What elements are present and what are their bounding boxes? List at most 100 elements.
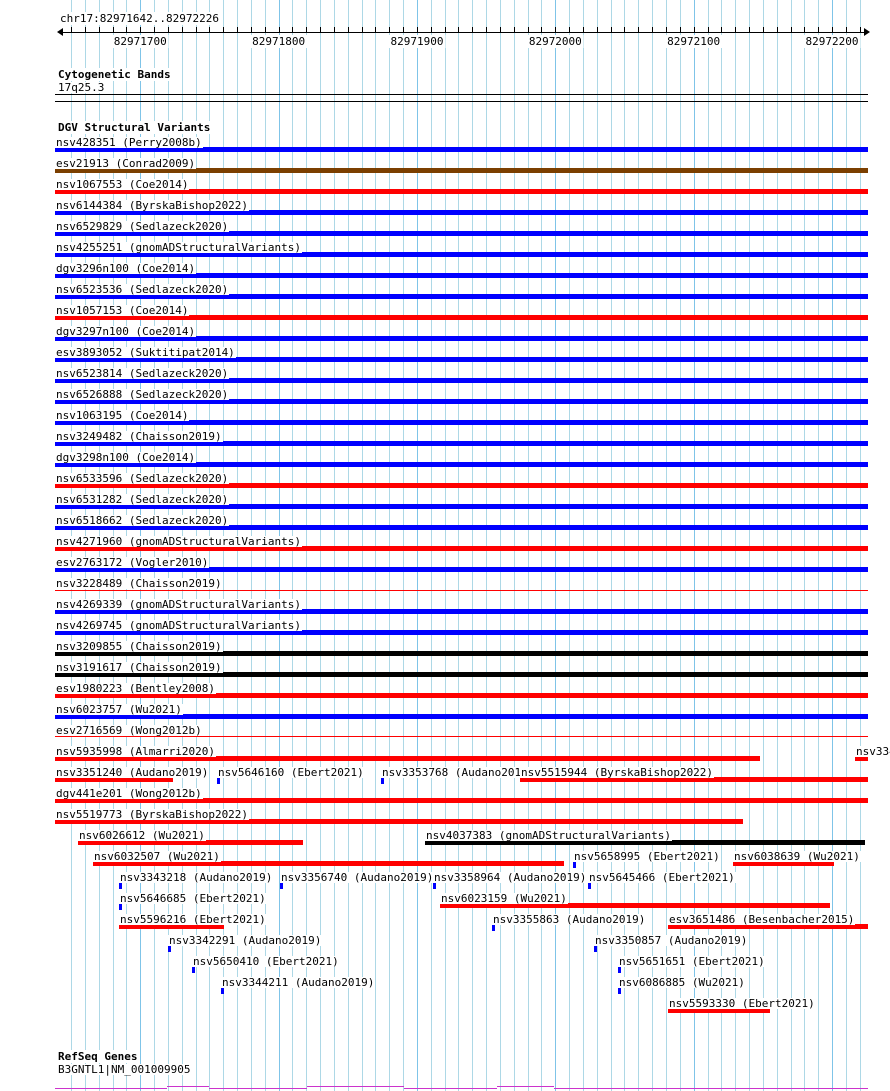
variant-bar[interactable] bbox=[55, 483, 868, 488]
variant-bar[interactable] bbox=[55, 736, 868, 737]
variant-bar[interactable] bbox=[55, 399, 868, 404]
variant-label[interactable]: nsv6086885 (Wu2021) bbox=[618, 976, 746, 989]
variant-label[interactable]: nsv5593330 (Ebert2021) bbox=[668, 997, 816, 1010]
variant-label[interactable]: nsv6023159 (Wu2021) bbox=[440, 892, 568, 905]
variant-bar[interactable] bbox=[618, 965, 621, 973]
variant-label[interactable]: nsv3353768 (Audano2019) bbox=[381, 766, 536, 779]
variant-label[interactable]: nsv334 bbox=[855, 746, 890, 757]
variant-label[interactable]: nsv3358964 (Audano2019) bbox=[433, 871, 588, 884]
variant-label[interactable]: nsv6526888 (Sedlazeck2020) bbox=[55, 388, 230, 401]
gene-exon-segment[interactable] bbox=[497, 1086, 554, 1087]
variant-bar[interactable] bbox=[55, 168, 868, 173]
variant-bar[interactable] bbox=[440, 903, 830, 908]
variant-label[interactable]: nsv5519773 (ByrskaBishop2022) bbox=[55, 808, 250, 821]
variant-label[interactable]: nsv3355863 (Audano2019) bbox=[492, 913, 647, 926]
variant-bar[interactable] bbox=[55, 546, 868, 551]
variant-bar[interactable] bbox=[55, 567, 868, 572]
variant-label[interactable]: nsv3350857 (Audano2019) bbox=[594, 934, 749, 947]
variant-bar[interactable] bbox=[55, 441, 868, 446]
variant-label[interactable]: nsv5650410 (Ebert2021) bbox=[192, 955, 340, 968]
variant-bar[interactable] bbox=[668, 1008, 770, 1013]
variant-bar[interactable] bbox=[433, 881, 436, 889]
variant-label[interactable]: nsv6533596 (Sedlazeck2020) bbox=[55, 472, 230, 485]
variant-bar[interactable] bbox=[55, 147, 868, 152]
variant-bar[interactable] bbox=[55, 252, 868, 257]
variant-bar[interactable] bbox=[618, 986, 621, 994]
variant-label[interactable]: nsv3228489 (Chaisson2019) bbox=[55, 577, 223, 590]
variant-bar[interactable] bbox=[425, 840, 865, 845]
variant-bar[interactable] bbox=[55, 462, 868, 467]
variant-bar[interactable] bbox=[55, 294, 868, 299]
variant-bar[interactable] bbox=[55, 378, 868, 383]
variant-label[interactable]: nsv6523814 (Sedlazeck2020) bbox=[55, 367, 230, 380]
variant-label[interactable]: nsv6026612 (Wu2021) bbox=[78, 829, 206, 842]
variant-bar[interactable] bbox=[55, 819, 743, 824]
variant-label[interactable]: nsv3351240 (Audano2019) bbox=[55, 766, 210, 779]
variant-bar[interactable] bbox=[381, 776, 384, 784]
variant-label[interactable]: nsv5645466 (Ebert2021) bbox=[588, 871, 736, 884]
variant-bar[interactable] bbox=[55, 756, 760, 761]
gene-exon-segment[interactable] bbox=[404, 1088, 497, 1089]
variant-bar[interactable] bbox=[855, 756, 868, 761]
variant-label[interactable]: nsv5935998 (Almarri2020) bbox=[55, 745, 216, 758]
variant-label[interactable]: nsv3356740 (Audano2019) bbox=[280, 871, 435, 884]
variant-bar[interactable] bbox=[492, 923, 495, 931]
variant-bar[interactable] bbox=[668, 924, 868, 929]
variant-label[interactable]: esv3651486 (Besenbacher2015) bbox=[668, 913, 856, 926]
variant-bar[interactable] bbox=[55, 525, 868, 530]
variant-label[interactable]: nsv4255251 (gnomADStructuralVariants) bbox=[55, 241, 303, 254]
variant-label[interactable]: dgv3296n100 (Coe2014) bbox=[55, 262, 197, 275]
variant-label[interactable]: nsv1063195 (Coe2014) bbox=[55, 409, 190, 422]
gene-exon-segment[interactable] bbox=[554, 1088, 868, 1089]
gene-exon-segment[interactable] bbox=[167, 1086, 209, 1087]
variant-bar[interactable] bbox=[55, 609, 868, 614]
variant-bar[interactable] bbox=[55, 336, 868, 341]
variant-bar[interactable] bbox=[78, 840, 303, 845]
variant-label[interactable]: nsv3249482 (Chaisson2019) bbox=[55, 430, 223, 443]
variant-bar[interactable] bbox=[119, 902, 122, 910]
variant-label[interactable]: dgv3297n100 (Coe2014) bbox=[55, 325, 197, 338]
variant-label[interactable]: nsv3191617 (Chaisson2019) bbox=[55, 661, 223, 674]
variant-bar[interactable] bbox=[55, 672, 868, 677]
variant-bar[interactable] bbox=[55, 231, 868, 236]
gene-exon-segment[interactable] bbox=[209, 1088, 307, 1089]
variant-label[interactable]: nsv6144384 (ByrskaBishop2022) bbox=[55, 199, 250, 212]
variant-label[interactable]: nsv3344211 (Audano2019) bbox=[221, 976, 376, 989]
variant-label[interactable]: nsv6038639 (Wu2021) bbox=[733, 850, 861, 863]
variant-label[interactable]: nsv4269339 (gnomADStructuralVariants) bbox=[55, 598, 303, 611]
variant-bar[interactable] bbox=[55, 777, 173, 782]
variant-bar[interactable] bbox=[168, 944, 171, 952]
variant-bar[interactable] bbox=[93, 861, 564, 866]
variant-label[interactable]: nsv1067553 (Coe2014) bbox=[55, 178, 190, 191]
variant-bar[interactable] bbox=[119, 881, 122, 889]
variant-bar[interactable] bbox=[119, 924, 224, 929]
gene-exon-segment[interactable] bbox=[307, 1086, 404, 1087]
variant-label[interactable]: nsv6529829 (Sedlazeck2020) bbox=[55, 220, 230, 233]
gene-exon-segment[interactable] bbox=[55, 1088, 167, 1089]
variant-bar[interactable] bbox=[55, 504, 868, 509]
variant-label[interactable]: nsv6531282 (Sedlazeck2020) bbox=[55, 493, 230, 506]
variant-label[interactable]: esv2763172 (Vogler2010) bbox=[55, 556, 210, 569]
variant-label[interactable]: nsv4269745 (gnomADStructuralVariants) bbox=[55, 619, 303, 632]
variant-bar[interactable] bbox=[55, 693, 868, 698]
variant-label[interactable]: dgv3298n100 (Coe2014) bbox=[55, 451, 197, 464]
variant-bar[interactable] bbox=[55, 210, 868, 215]
variant-label[interactable]: nsv5596216 (Ebert2021) bbox=[119, 913, 267, 926]
variant-bar[interactable] bbox=[192, 965, 195, 973]
variant-bar[interactable] bbox=[55, 798, 868, 803]
variant-label[interactable]: nsv6032507 (Wu2021) bbox=[93, 850, 221, 863]
variant-label[interactable]: nsv3342291 (Audano2019) bbox=[168, 934, 323, 947]
variant-label[interactable]: nsv1057153 (Coe2014) bbox=[55, 304, 190, 317]
variant-bar[interactable] bbox=[55, 420, 868, 425]
variant-label[interactable]: nsv6518662 (Sedlazeck2020) bbox=[55, 514, 230, 527]
variant-label[interactable]: nsv3343218 (Audano2019) bbox=[119, 871, 274, 884]
variant-bar[interactable] bbox=[55, 273, 868, 278]
variant-label[interactable]: nsv5646685 (Ebert2021) bbox=[119, 892, 267, 905]
variant-label[interactable]: nsv5515944 (ByrskaBishop2022) bbox=[520, 766, 715, 779]
variant-label[interactable]: nsv5646160 (Ebert2021) bbox=[217, 766, 365, 779]
variant-bar[interactable] bbox=[573, 860, 576, 868]
variant-label[interactable]: nsv4271960 (gnomADStructuralVariants) bbox=[55, 535, 303, 548]
variant-bar[interactable] bbox=[588, 881, 591, 889]
variant-bar[interactable] bbox=[55, 315, 868, 320]
variant-label[interactable]: nsv428351 (Perry2008b) bbox=[55, 136, 203, 149]
